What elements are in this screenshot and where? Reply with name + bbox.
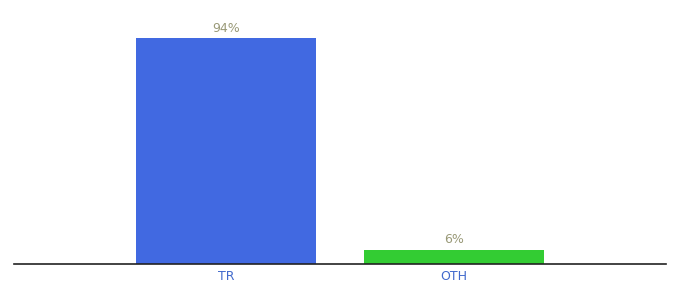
- Text: 94%: 94%: [212, 22, 239, 35]
- Bar: [364, 250, 544, 264]
- Text: 6%: 6%: [444, 233, 464, 246]
- Bar: [136, 38, 316, 264]
